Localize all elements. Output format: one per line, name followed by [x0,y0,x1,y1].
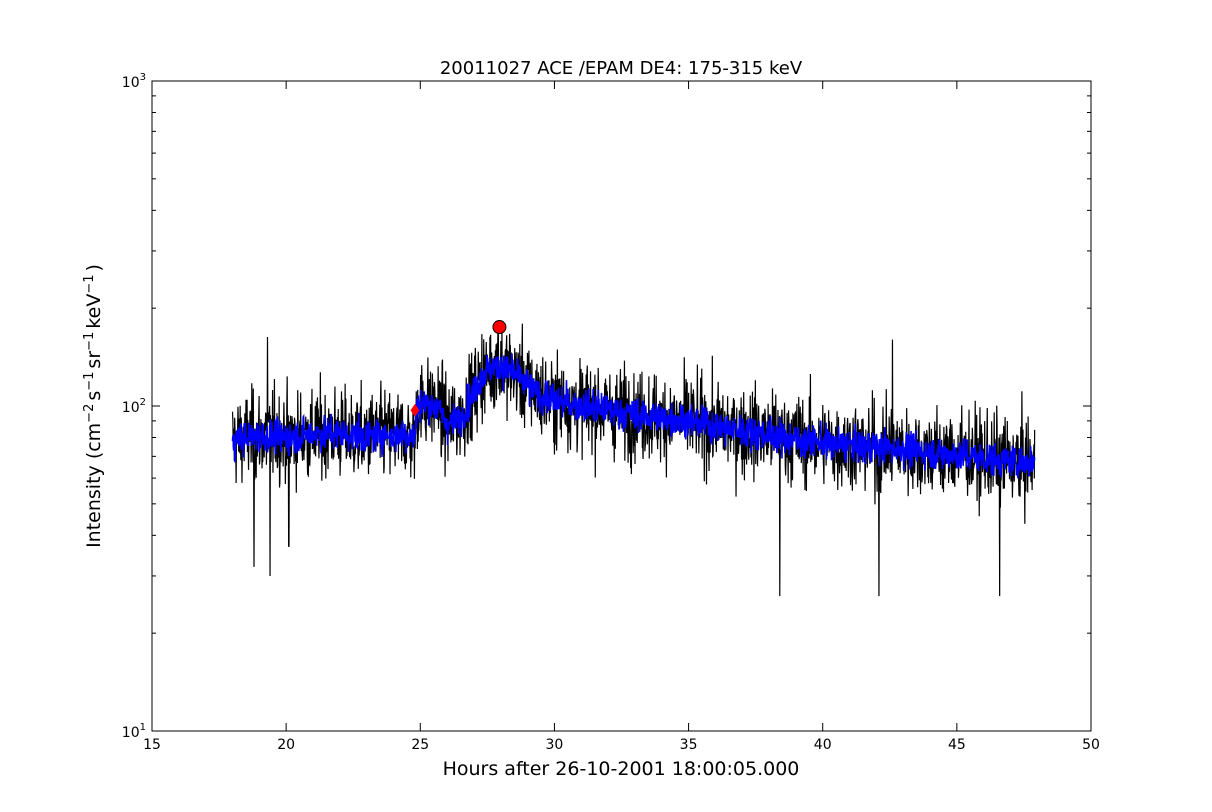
y-axis-label-part: ) [83,264,105,271]
x-tick-label: 25 [411,737,429,753]
y-tick-label: 101 [122,722,146,741]
x-tick-label: 45 [948,737,966,753]
series-line-smoothed [231,353,1036,479]
y-axis-label-part: keV [83,294,105,329]
series-line-raw [231,323,1036,597]
x-axis-ticks: 15 20 25 30 35 40 45 50 [143,81,1100,753]
y-axis-label: Intensity (cm−2s−1sr−1keV−1) [82,264,105,548]
y-axis-label-part: s [83,391,105,401]
x-axis-label: Hours after 26-10-2001 18:00:05.000 [443,758,800,780]
y-axis-label-exp: −1 [82,372,97,391]
y-tick-label: 102 [122,397,146,416]
chart-title: 20011027 ACE /EPAM DE4: 175-315 keV [440,58,803,79]
x-tick-label: 15 [143,737,161,753]
x-tick-label: 40 [814,737,832,753]
y-axis-ticks: 101 102 103 [122,72,1091,741]
y-tick-label: 103 [122,72,146,91]
onset-marker [410,403,420,417]
y-axis-label-part: Intensity (cm [83,423,105,548]
x-tick-label: 50 [1082,737,1100,753]
y-axis-label-exp: −1 [82,274,97,293]
x-tick-label: 20 [277,737,295,753]
peak-marker [492,320,507,335]
x-tick-label: 35 [680,737,698,753]
plot-area [231,320,1036,597]
y-axis-label-exp: −2 [82,404,97,423]
x-tick-label: 30 [546,737,564,753]
y-axis-label-part: sr [83,351,105,369]
y-axis-label-exp: −1 [82,332,97,351]
